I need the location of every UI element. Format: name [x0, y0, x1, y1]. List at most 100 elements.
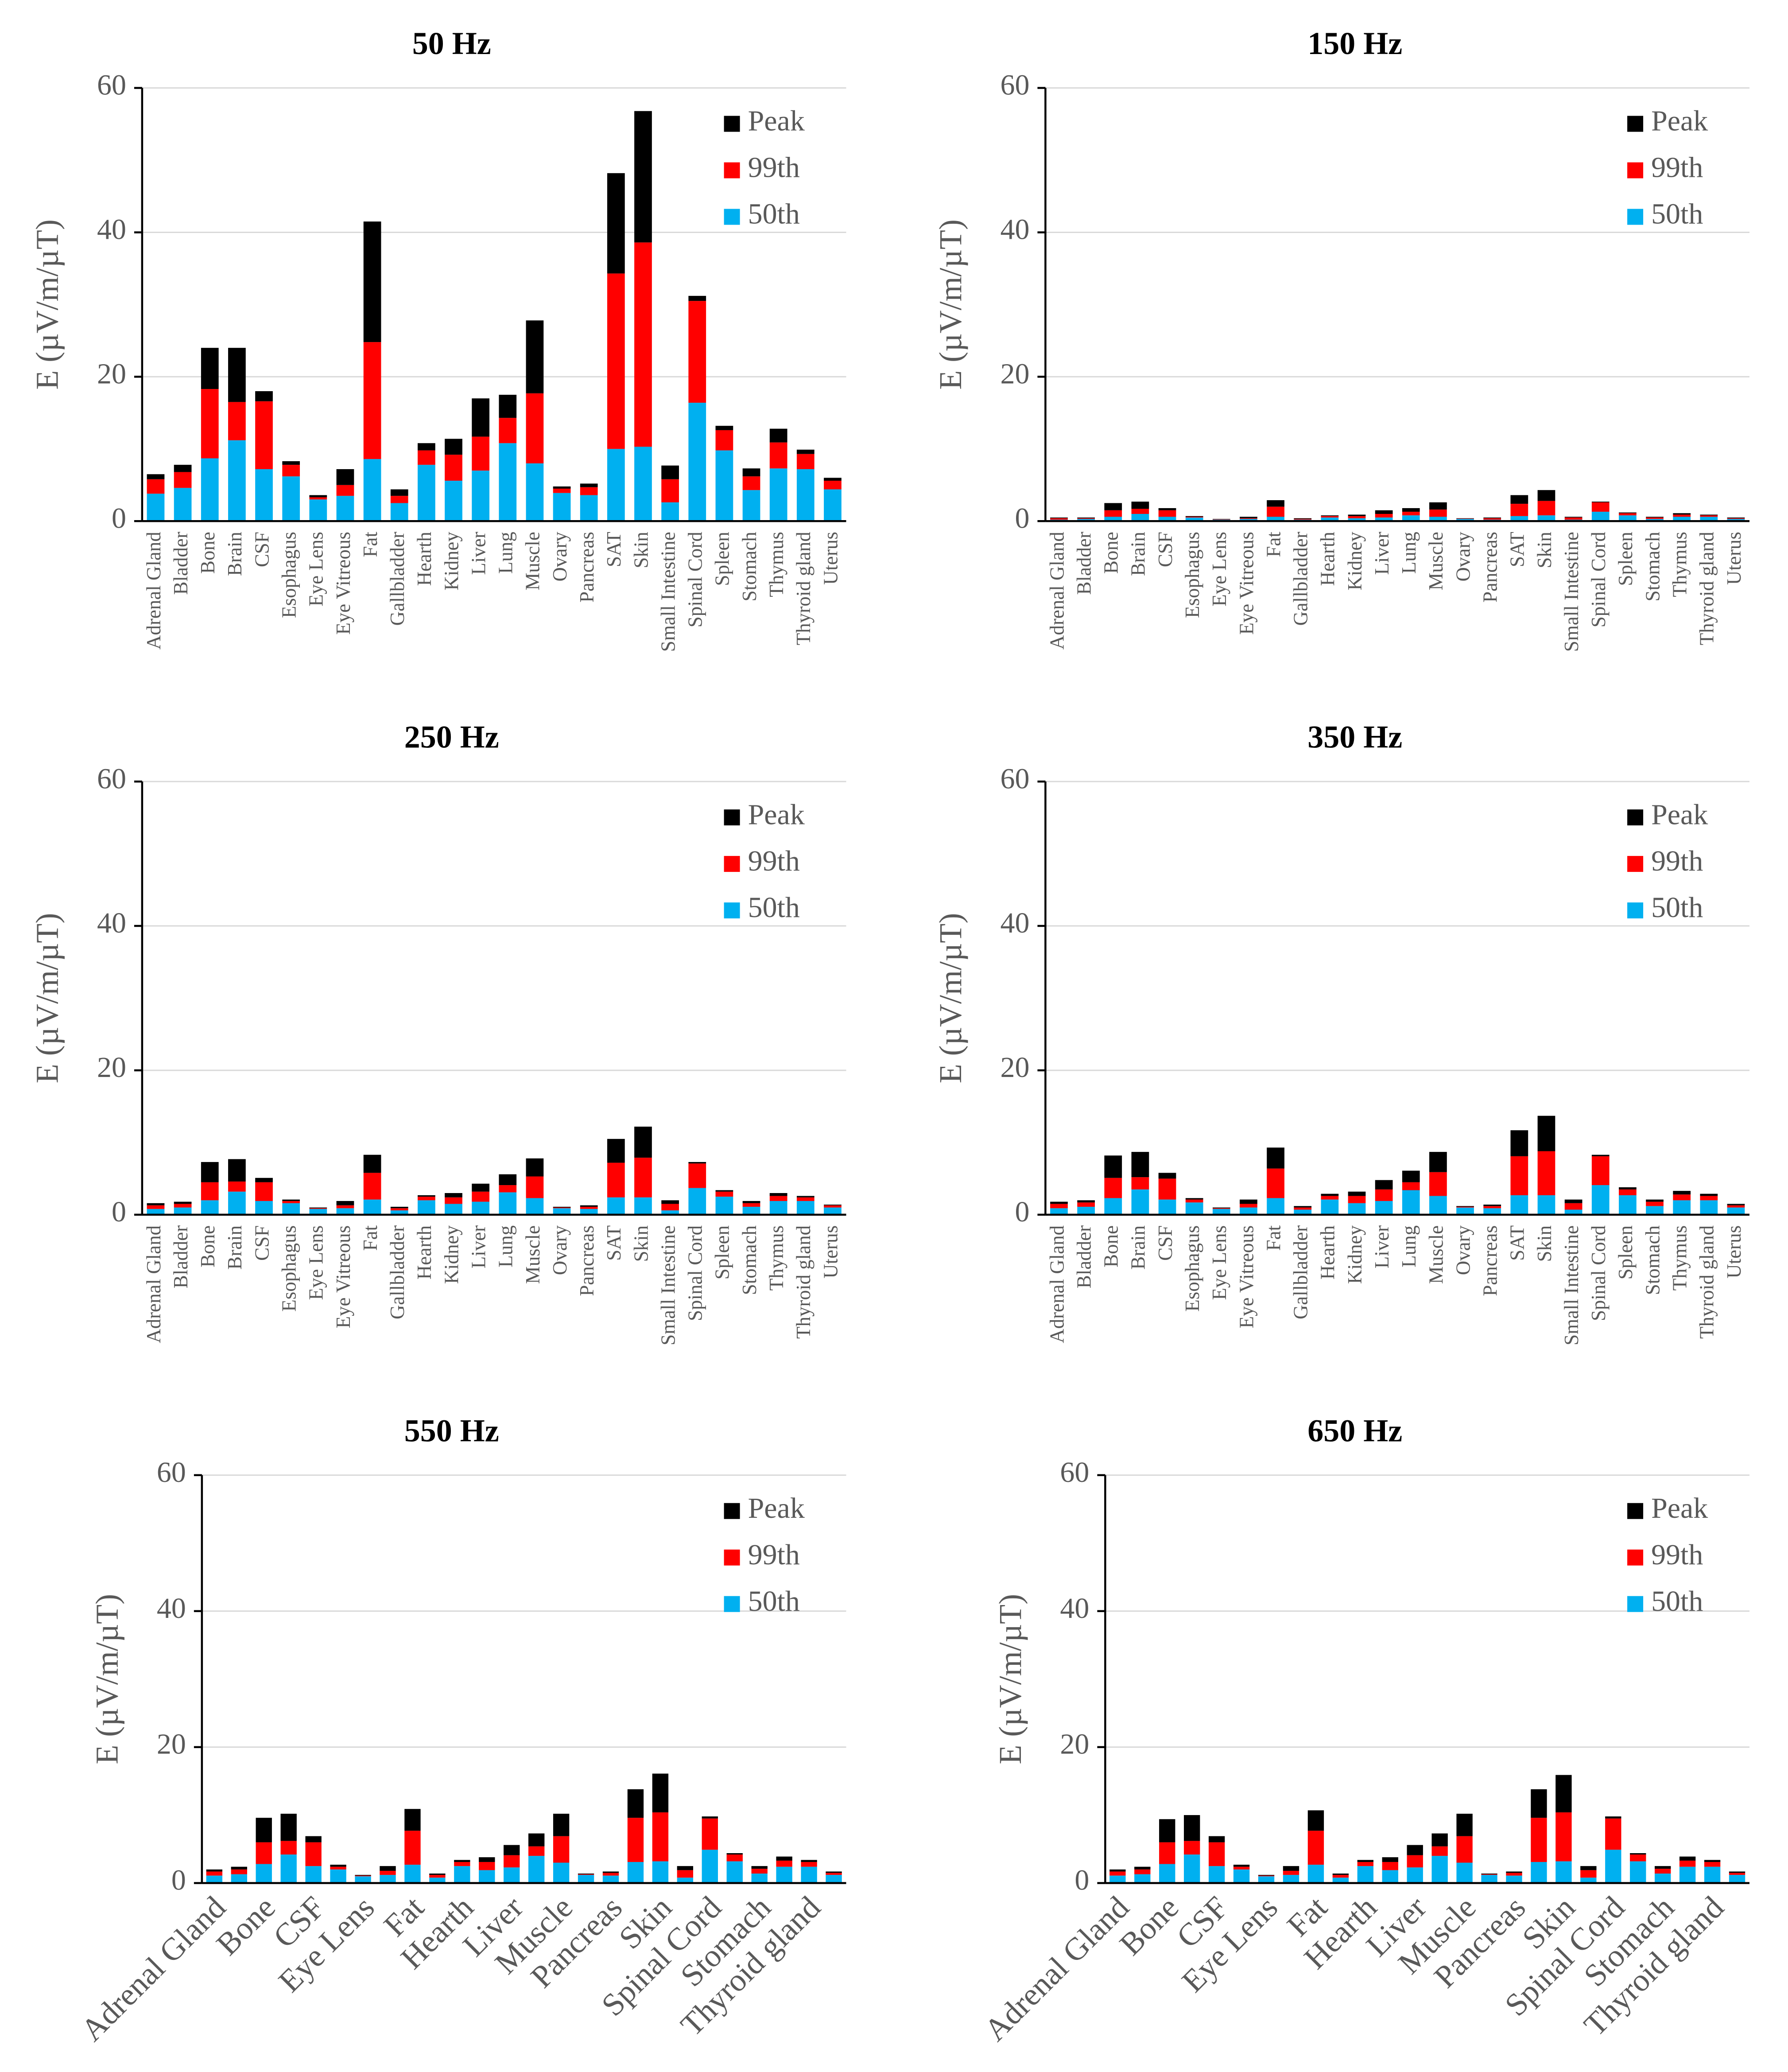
bar-segment: [1375, 513, 1393, 518]
bar-segment: [1212, 1208, 1230, 1209]
bar-segment: [1456, 1862, 1473, 1883]
x-tick-label: Spinal Cord: [1587, 1225, 1610, 1321]
bar-segment: [715, 1197, 733, 1215]
legend-label: Peak: [748, 1492, 805, 1524]
legend-label: 50th: [748, 198, 800, 230]
bar-segment: [1283, 1875, 1299, 1883]
bar-segment: [769, 428, 787, 443]
bar-segment: [336, 1201, 354, 1205]
bar-segment: [282, 1201, 300, 1203]
legend-label: 50th: [748, 1585, 800, 1617]
bar-segment: [826, 1875, 842, 1883]
legend-swatch: [724, 1549, 740, 1566]
y-axis-label: E (µV/m/µT): [29, 913, 65, 1084]
bar-segment: [454, 1866, 470, 1883]
x-tick-label: Fat: [1262, 1225, 1284, 1251]
bar-segment: [1382, 1857, 1398, 1862]
x-tick-label: Ovary: [1452, 532, 1474, 582]
bar-segment: [528, 1856, 545, 1883]
bar-segment: [1510, 1130, 1528, 1156]
bar-segment: [742, 490, 760, 521]
bar-segment: [702, 1818, 718, 1850]
legend-label: 99th: [748, 845, 800, 877]
bar-segment: [580, 487, 598, 495]
bar-segment: [1077, 517, 1095, 518]
bar-segment: [769, 1196, 787, 1201]
bar-segment: [652, 1773, 669, 1812]
bar-segment: [1727, 1207, 1745, 1215]
bar-segment: [472, 1191, 490, 1202]
bar-segment: [1131, 509, 1149, 514]
x-tick-label: Spleen: [711, 532, 733, 586]
bar-segment: [578, 1875, 594, 1883]
bar-segment: [677, 1878, 694, 1883]
x-tick-label: Brain: [1127, 1225, 1149, 1270]
bar-segment: [751, 1874, 768, 1883]
bar-segment: [1185, 1202, 1203, 1215]
x-tick-label: Eye Vitreous: [332, 1225, 354, 1329]
x-tick-label: Liver: [467, 1225, 489, 1268]
x-tick-label: Stomach: [738, 1225, 760, 1295]
bar-segment: [454, 1860, 470, 1862]
x-tick-label: Hearth: [413, 1225, 435, 1279]
x-tick-label: Spinal Cord: [1587, 532, 1610, 627]
bar-segment: [1402, 1182, 1420, 1190]
bar-segment: [627, 1789, 644, 1818]
bar-segment: [1704, 1862, 1721, 1867]
bar-segment: [751, 1866, 768, 1869]
bar-segment: [1591, 1156, 1610, 1186]
bar-segment: [1184, 1815, 1200, 1841]
chart: 50 Hz E (µV/m/µT) 0 20 40 60 Adrenal Gland Blad…: [29, 26, 846, 652]
bar-segment: [1431, 1833, 1448, 1847]
legend-swatch: [1627, 209, 1644, 225]
bar-segment: [1131, 1152, 1149, 1178]
legend-swatch: [724, 1503, 740, 1519]
bar-segment: [1679, 1866, 1696, 1883]
bar-segment: [282, 1199, 300, 1201]
bar-segment: [1307, 1865, 1324, 1883]
bar-segment: [504, 1845, 520, 1855]
bar-segment: [1233, 1866, 1250, 1870]
bar-segment: [499, 1185, 517, 1193]
y-tick-label: 60: [157, 1456, 186, 1489]
x-tick-label: CSF: [251, 1225, 273, 1261]
y-tick-label: 40: [97, 907, 126, 939]
bar-segment: [1240, 519, 1257, 521]
bar-segment: [1729, 1873, 1745, 1875]
x-tick-label: Gallbladder: [1290, 1225, 1312, 1319]
bar-segment: [1332, 1878, 1349, 1883]
bar-segment: [255, 401, 273, 469]
bar-segment: [1050, 517, 1068, 518]
bar-segment: [1307, 1831, 1324, 1865]
x-tick-label: Liver: [467, 532, 489, 575]
x-tick-label: Hearth: [413, 532, 435, 586]
bar-segment: [1104, 1178, 1122, 1198]
bar-segment: [1531, 1818, 1547, 1862]
bar-segment: [796, 1201, 814, 1215]
bar-segment: [1630, 1861, 1646, 1883]
bar-segment: [553, 1836, 570, 1863]
bar-segment: [1407, 1867, 1423, 1883]
bar-segment: [1729, 1875, 1745, 1883]
bar-segment: [801, 1866, 817, 1883]
y-axis-label: E (µV/m/µT): [933, 219, 968, 390]
bar-segment: [1348, 1191, 1366, 1196]
bar-segment: [742, 1201, 760, 1203]
bar-segment: [174, 472, 192, 488]
legend-label: 50th: [1651, 198, 1703, 230]
bar-segment: [228, 402, 246, 440]
bar-segment: [1510, 495, 1528, 504]
bar-segment: [499, 1174, 517, 1186]
bar-segment: [607, 1162, 625, 1197]
bar-segment: [751, 1869, 768, 1874]
bar-segment: [1077, 1200, 1095, 1203]
x-tick-label: Kidney: [1344, 1225, 1366, 1284]
bar-segment: [1483, 1205, 1501, 1206]
bar-segment: [201, 1162, 219, 1182]
bar-segment: [580, 1205, 598, 1207]
y-axis-label: E (µV/m/µT): [933, 913, 968, 1084]
bar-segment: [1258, 1876, 1275, 1883]
bar-segment: [418, 450, 435, 465]
bar-segment: [1375, 1189, 1393, 1201]
bar-segment: [418, 1195, 435, 1197]
